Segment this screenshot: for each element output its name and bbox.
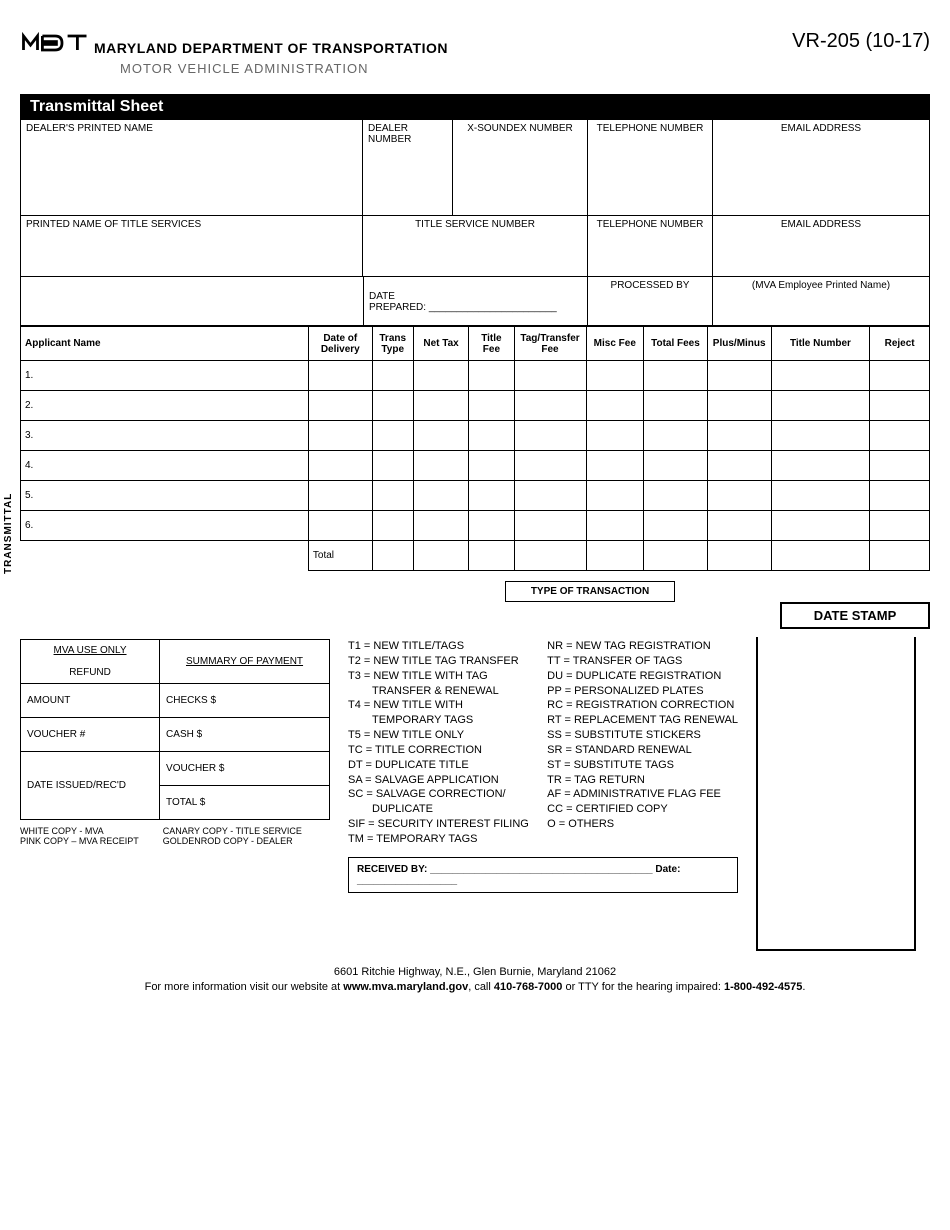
title-service-number-field[interactable]: TITLE SERVICE NUMBER bbox=[363, 216, 588, 276]
voucher-num-field[interactable]: VOUCHER # bbox=[21, 718, 160, 752]
th-date-delivery: Date of Delivery bbox=[308, 327, 372, 361]
row-dealer: DEALER'S PRINTED NAME DEALER NUMBER X-SO… bbox=[20, 120, 930, 216]
form-wrap: VALIDATETRANSMITTAL Transmittal Sheet DE… bbox=[20, 94, 930, 996]
th-tag-transfer-fee: Tag/Transfer Fee bbox=[514, 327, 586, 361]
th-trans-type: Trans Type bbox=[372, 327, 413, 361]
footer-address: 6601 Ritchie Highway, N.E., Glen Burnie,… bbox=[20, 965, 930, 980]
th-misc-fee: Misc Fee bbox=[586, 327, 644, 361]
dealer-phone-field[interactable]: TELEPHONE NUMBER bbox=[588, 120, 713, 215]
form-number: VR-205 (10-17) bbox=[792, 30, 930, 53]
transaction-codes: T1 = NEW TITLE/TAGST2 = NEW TITLE TAG TR… bbox=[348, 639, 738, 847]
summary-of-payment: SUMMARY OF PAYMENT bbox=[160, 640, 330, 684]
footer-info: For more information visit our website a… bbox=[20, 980, 930, 995]
total-row: Total bbox=[21, 541, 930, 571]
amount-field[interactable]: AMOUNT bbox=[21, 684, 160, 718]
spacer bbox=[21, 277, 363, 325]
copy-notes: WHITE COPY - MVAPINK COPY – MVA RECEIPT … bbox=[20, 826, 330, 846]
mva-use-only: MVA USE ONLYREFUND bbox=[21, 640, 160, 684]
dealer-name-field[interactable]: DEALER'S PRINTED NAME bbox=[21, 120, 363, 215]
processed-by-field[interactable]: PROCESSED BY bbox=[588, 277, 713, 325]
row-prepared: DATEPREPARED: _______________________ PR… bbox=[20, 277, 930, 326]
date-stamp-area[interactable] bbox=[756, 637, 916, 951]
dealer-email-field[interactable]: EMAIL ADDRESS bbox=[713, 120, 929, 215]
date-issued-field[interactable]: DATE ISSUED/REC'D bbox=[21, 752, 160, 820]
table-row[interactable]: 5. bbox=[21, 481, 930, 511]
checks-field[interactable]: CHECKS $ bbox=[160, 684, 330, 718]
table-row[interactable]: 2. bbox=[21, 391, 930, 421]
title-services-name-field[interactable]: PRINTED NAME OF TITLE SERVICES bbox=[21, 216, 363, 276]
th-plus-minus: Plus/Minus bbox=[707, 327, 771, 361]
table-row[interactable]: 3. bbox=[21, 421, 930, 451]
mva-employee-field[interactable]: (MVA Employee Printed Name) bbox=[713, 277, 929, 325]
table-row[interactable]: 6. bbox=[21, 511, 930, 541]
payment-summary-box: MVA USE ONLYREFUND SUMMARY OF PAYMENT AM… bbox=[20, 639, 330, 846]
th-net-tax: Net Tax bbox=[413, 327, 469, 361]
row-title-services: PRINTED NAME OF TITLE SERVICES TITLE SER… bbox=[20, 216, 930, 277]
voucher-field[interactable]: VOUCHER $ bbox=[160, 752, 330, 786]
th-total-fees: Total Fees bbox=[644, 327, 708, 361]
date-prepared-field[interactable]: DATEPREPARED: _______________________ bbox=[363, 277, 588, 325]
date-stamp-label: DATE STAMP bbox=[780, 602, 930, 629]
dealer-number-field[interactable]: DEALER NUMBER bbox=[363, 120, 453, 215]
vertical-validate-label: VALIDATETRANSMITTAL bbox=[0, 493, 14, 574]
title-bar: Transmittal Sheet bbox=[20, 94, 930, 120]
th-title-fee: Title Fee bbox=[469, 327, 514, 361]
received-by-field[interactable]: RECEIVED BY: ___________________________… bbox=[348, 857, 738, 893]
table-row[interactable]: 4. bbox=[21, 451, 930, 481]
logo-block: MARYLAND DEPARTMENT OF TRANSPORTATION bbox=[20, 30, 448, 56]
total-field[interactable]: TOTAL $ bbox=[160, 786, 330, 820]
titleservice-email-field[interactable]: EMAIL ADDRESS bbox=[713, 216, 929, 276]
bottom-area: MVA USE ONLYREFUND SUMMARY OF PAYMENT AM… bbox=[20, 639, 930, 951]
sub-dept: MOTOR VEHICLE ADMINISTRATION bbox=[120, 61, 930, 76]
table-row[interactable]: 1. bbox=[21, 361, 930, 391]
cash-field[interactable]: CASH $ bbox=[160, 718, 330, 752]
footer: 6601 Ritchie Highway, N.E., Glen Burnie,… bbox=[20, 965, 930, 996]
type-of-transaction-label: TYPE OF TRANSACTION bbox=[505, 581, 675, 602]
applicant-table: Applicant Name Date of Delivery Trans Ty… bbox=[20, 326, 930, 571]
mdot-logo bbox=[20, 30, 90, 56]
titleservice-phone-field[interactable]: TELEPHONE NUMBER bbox=[588, 216, 713, 276]
th-reject: Reject bbox=[870, 327, 930, 361]
dept-name: MARYLAND DEPARTMENT OF TRANSPORTATION bbox=[94, 40, 448, 56]
th-title-number: Title Number bbox=[771, 327, 870, 361]
th-applicant-name: Applicant Name bbox=[21, 327, 309, 361]
xsoundex-field[interactable]: X-SOUNDEX NUMBER bbox=[453, 120, 588, 215]
header: MARYLAND DEPARTMENT OF TRANSPORTATION VR… bbox=[20, 30, 930, 56]
table-header-row: Applicant Name Date of Delivery Trans Ty… bbox=[21, 327, 930, 361]
